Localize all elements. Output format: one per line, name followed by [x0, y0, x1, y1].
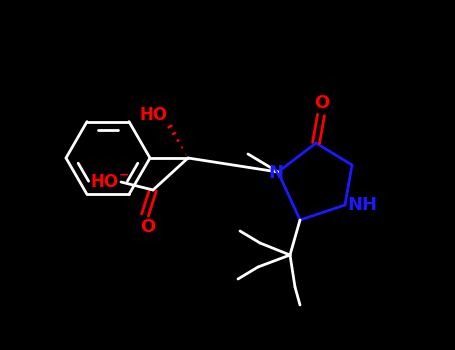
Text: O: O	[141, 218, 156, 236]
Text: N: N	[268, 164, 283, 182]
Text: O: O	[314, 94, 329, 112]
Text: HO: HO	[140, 106, 168, 124]
Text: HO: HO	[91, 173, 119, 191]
Text: −: −	[119, 168, 130, 182]
Text: NH: NH	[347, 196, 377, 214]
